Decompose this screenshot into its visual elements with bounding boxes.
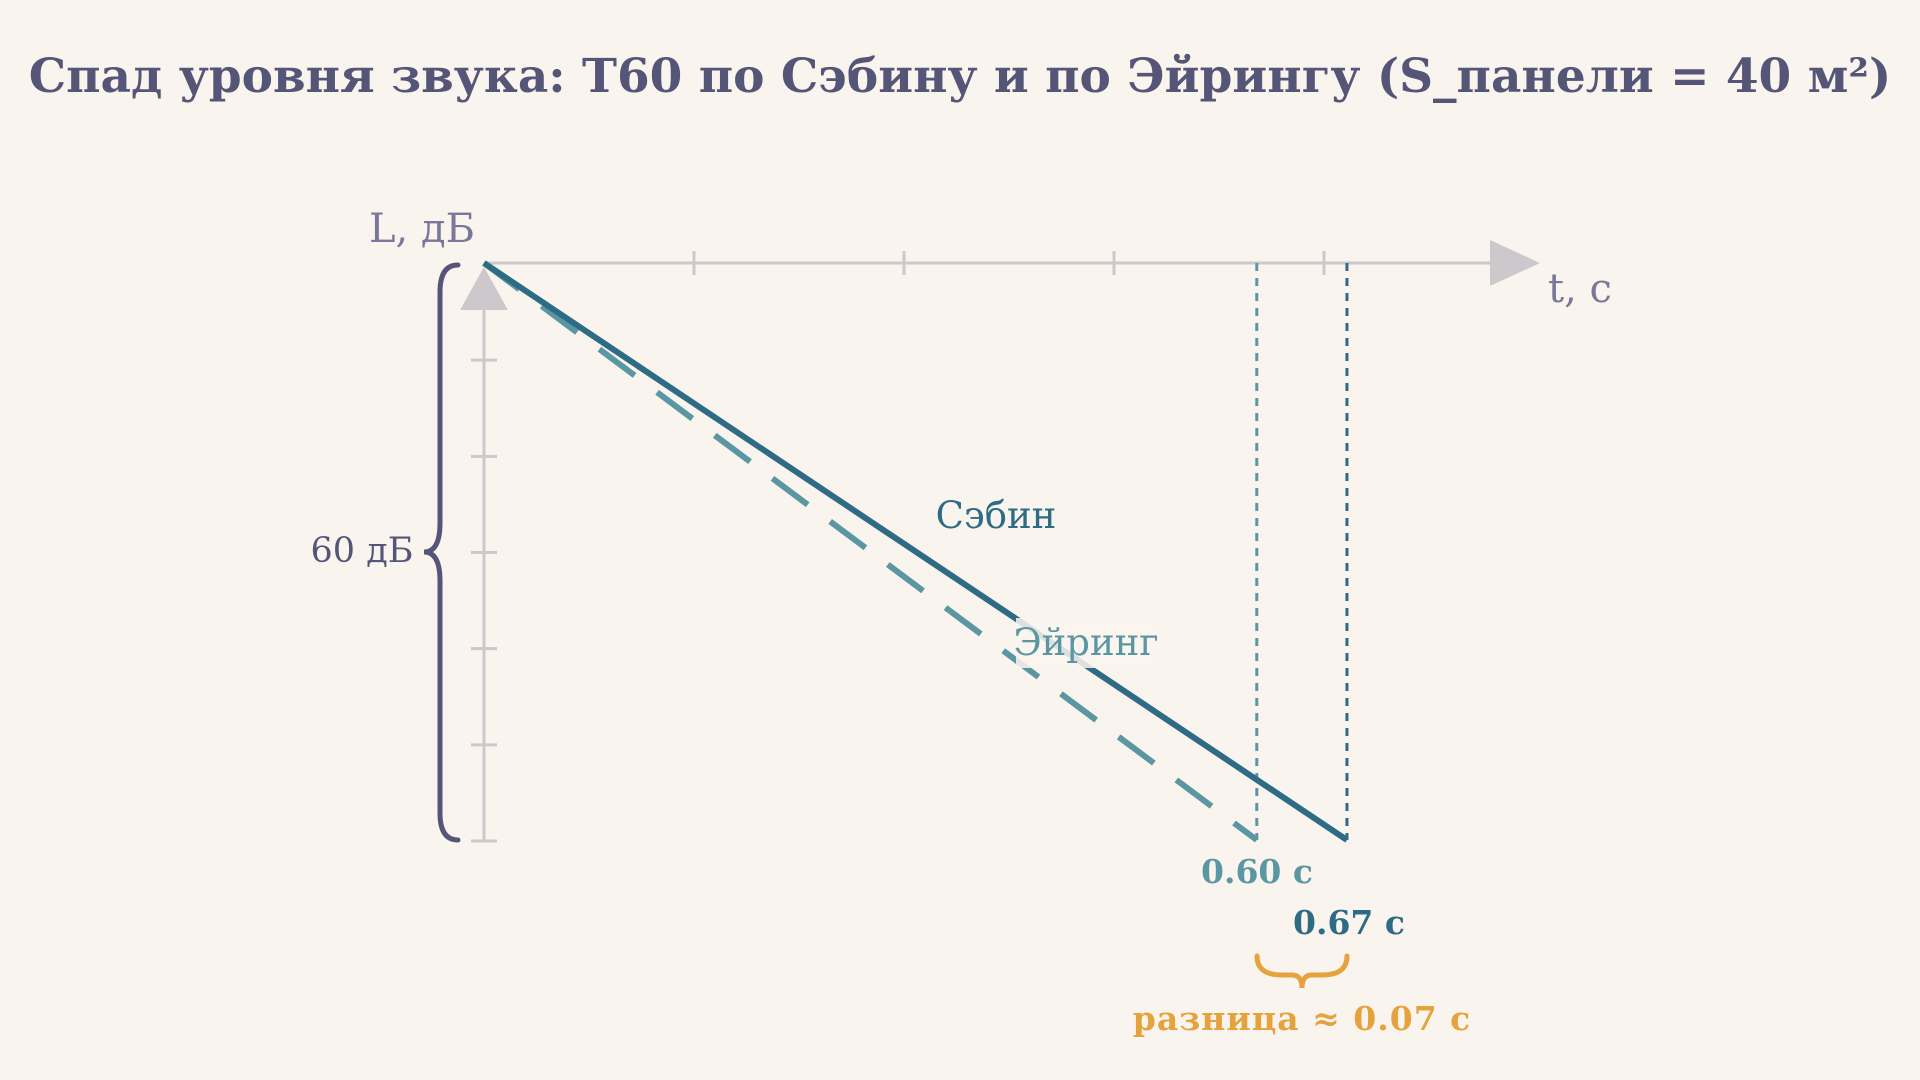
y-axis-ticks (471, 358, 497, 843)
decay-line-sabine (482, 260, 1349, 843)
difference-label: разница ≈ 0.07 с (1133, 999, 1472, 1038)
range-label: 60 дБ (311, 531, 414, 571)
x-axis-ticks (692, 251, 1326, 275)
x-axis-label: t, с (1548, 266, 1612, 312)
y-axis-label: L, дБ (369, 206, 475, 252)
range-brace (423, 262, 461, 843)
y-axis-arrow (460, 267, 508, 310)
difference-brace (1254, 953, 1350, 989)
eyring-t60-label: 0.60 с (1201, 852, 1313, 891)
sabine-label: Сэбин (936, 494, 1057, 537)
chart-title: Спад уровня звука: T60 по Сэбину и по Эй… (29, 49, 1892, 104)
x-axis-arrow (1490, 240, 1540, 286)
sabine-t60-label: 0.67 с (1293, 903, 1405, 942)
eyring-label-bg (1016, 618, 1156, 668)
eyring-label: Эйринг (1013, 621, 1158, 664)
decay-line-eyring (482, 260, 1259, 843)
